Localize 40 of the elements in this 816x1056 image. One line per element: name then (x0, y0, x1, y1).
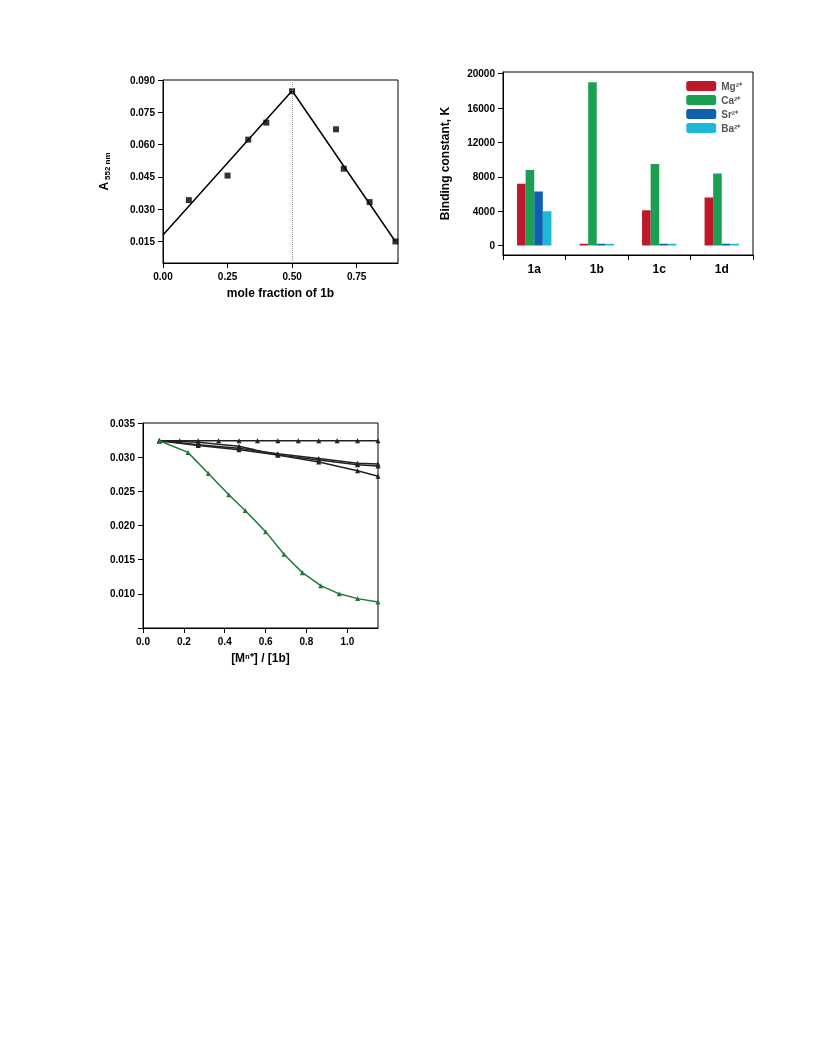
y-tick-label: 0 (489, 240, 496, 252)
x-tick-label: 1a (527, 262, 542, 276)
legend-label: Sr²⁺ (721, 108, 740, 120)
x-tick-label: 0.6 (258, 635, 273, 647)
x-tick-label: 0.0 (136, 635, 151, 647)
x-tick-label: 1c (652, 262, 667, 276)
legend-label: Ca²⁺ (721, 94, 742, 106)
x-axis-title: [Mⁿ⁺] / [1b] (231, 651, 290, 665)
x-tick-label: 0.50 (282, 270, 303, 282)
y-tick-label: 0.045 (129, 171, 156, 183)
y-tick-label: 4000 (472, 205, 496, 217)
y-tick-label: 0.025 (109, 485, 136, 497)
x-tick-label: 0.2 (176, 635, 192, 647)
y-axis-title: Binding constant, K (438, 106, 452, 221)
y-tick-label: 0.015 (109, 554, 136, 566)
y-tick-label: 8000 (472, 171, 496, 183)
y-tick-label: 0.015 (129, 235, 156, 247)
x-tick-label: 0.25 (217, 270, 238, 282)
y-tick-label: 0.090 (129, 74, 156, 86)
x-tick-label: 1d (714, 262, 729, 276)
y-tick-label: 0.030 (129, 203, 156, 215)
y-tick-label: 20000 (467, 68, 496, 80)
y-tick-label: 16000 (467, 102, 496, 114)
y-axis-title: A552 nm (97, 152, 112, 191)
y-tick-label: 0.030 (109, 451, 136, 463)
y-tick-label: 0.020 (109, 520, 136, 531)
legend-label: Mg²⁺ (721, 80, 743, 92)
y-tick-label: 0.035 (109, 417, 136, 429)
x-tick-label: 0.8 (299, 635, 314, 647)
x-axis-title: mole fraction of 1b (226, 286, 335, 300)
y-tick-label: 0.010 (109, 588, 136, 600)
legend-label: Ba²⁺ (721, 122, 742, 134)
x-tick-label: 1.0 (340, 635, 355, 647)
x-tick-label: 0.00 (153, 270, 174, 282)
x-tick-label: 1b (589, 262, 604, 276)
x-tick-label: 0.4 (217, 635, 233, 647)
x-tick-label: 0.75 (346, 270, 367, 282)
y-tick-label: 12000 (467, 136, 496, 148)
y-tick-label: 0.075 (129, 106, 156, 118)
y-tick-label: 0.060 (129, 139, 156, 151)
